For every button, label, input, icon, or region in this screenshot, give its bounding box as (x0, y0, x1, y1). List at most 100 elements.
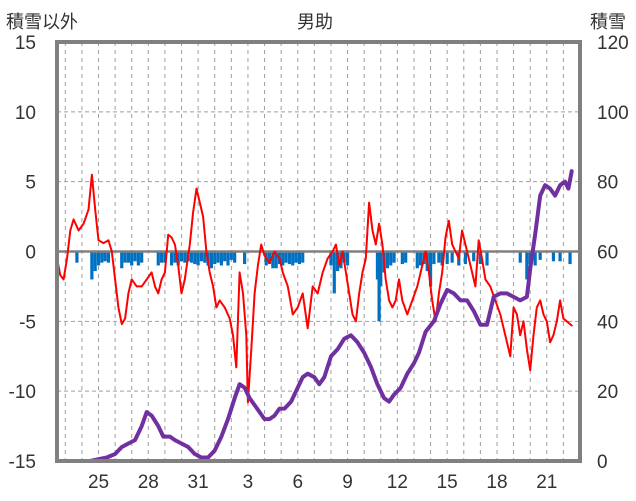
bar (183, 251, 187, 263)
x-tick-label: 9 (342, 472, 353, 493)
bar (140, 251, 144, 263)
bar (518, 251, 522, 263)
bar (568, 251, 572, 265)
bar (100, 251, 104, 263)
snow-depth-line (55, 169, 574, 463)
bar (96, 251, 101, 266)
temperature-line (56, 173, 573, 404)
bar (75, 251, 79, 263)
bar (478, 251, 482, 265)
bar (196, 251, 200, 266)
bar (419, 251, 423, 266)
left-tick-label: -10 (9, 382, 36, 403)
plot-frame (55, 40, 582, 463)
bar (176, 251, 180, 266)
bar (209, 251, 214, 269)
bar (450, 251, 454, 263)
left-tick-label: 10 (15, 103, 36, 124)
bar (271, 251, 275, 269)
x-tick-label: 6 (292, 472, 303, 493)
bar (297, 251, 302, 265)
bar (377, 251, 381, 322)
x-tick-label: 31 (188, 472, 209, 493)
x-tick-label: 28 (138, 472, 159, 493)
bar (136, 251, 140, 266)
bar (199, 251, 204, 262)
bar (440, 251, 444, 266)
left-tick-label: -15 (9, 452, 36, 473)
x-tick-label: 15 (437, 472, 458, 493)
bar (103, 251, 107, 262)
left-tick-label: 15 (15, 33, 36, 54)
bar (538, 251, 542, 260)
bar (392, 251, 396, 263)
bar (226, 251, 230, 266)
bar (274, 251, 278, 269)
bar (156, 251, 160, 266)
bar (106, 251, 111, 263)
right-axis-label: 積雪 (590, 12, 626, 32)
bar (233, 251, 237, 263)
bar (472, 251, 476, 262)
right-tick-label: 100 (597, 103, 629, 124)
right-tick-label: 40 (597, 312, 618, 333)
right-tick-label: 0 (597, 452, 608, 473)
chart-title: 男助 (297, 12, 333, 32)
bar (169, 251, 174, 266)
bar (432, 251, 436, 265)
line-series (55, 169, 574, 463)
bar (551, 251, 556, 262)
bar (160, 251, 164, 263)
bar (173, 251, 177, 263)
bar (385, 251, 390, 269)
x-tick-label: 21 (536, 472, 557, 493)
x-tick-label: 3 (243, 472, 254, 493)
left-tick-label: 5 (25, 173, 36, 194)
bar (219, 251, 223, 266)
x-tick-label: 18 (486, 472, 507, 493)
left-axis-label: 積雪以外 (6, 12, 78, 32)
bar (332, 251, 336, 294)
bar (123, 251, 127, 263)
left-tick-label: 0 (25, 243, 36, 264)
bar (281, 251, 285, 266)
bar (329, 251, 333, 266)
bar (335, 251, 340, 272)
bar (216, 251, 220, 263)
left-tick-label: -5 (19, 312, 36, 333)
bar (193, 251, 197, 265)
bar (291, 251, 295, 266)
bar (267, 251, 272, 265)
right-tick-label: 80 (597, 173, 618, 194)
bar (301, 251, 305, 263)
bar (287, 251, 292, 265)
bar (223, 251, 227, 262)
bar (389, 251, 393, 266)
bar (90, 251, 94, 280)
bar (163, 251, 167, 263)
bar (229, 251, 233, 260)
x-tick-label: 25 (88, 472, 109, 493)
bar (558, 251, 562, 262)
bar (400, 251, 404, 265)
bar (404, 251, 408, 263)
bar (428, 251, 433, 287)
bar (375, 251, 380, 280)
left-axis-tick-labels: -15 -10 -5 0 5 10 15 (9, 33, 36, 473)
bar (345, 251, 350, 266)
bar (120, 251, 124, 269)
right-tick-label: 20 (597, 382, 618, 403)
bar (133, 251, 137, 262)
bar (213, 251, 217, 265)
x-axis-tick-labels: 25 28 31 3 6 9 12 15 18 21 (88, 472, 557, 493)
bar (203, 251, 207, 263)
right-tick-label: 120 (597, 33, 629, 54)
bar (415, 251, 419, 269)
bar (93, 251, 97, 272)
bar (463, 251, 468, 265)
bar (130, 251, 134, 266)
horizontal-gridlines (57, 111, 580, 392)
bar (533, 251, 537, 266)
right-axis-tick-labels: 0 20 40 60 80 100 120 (597, 33, 629, 473)
